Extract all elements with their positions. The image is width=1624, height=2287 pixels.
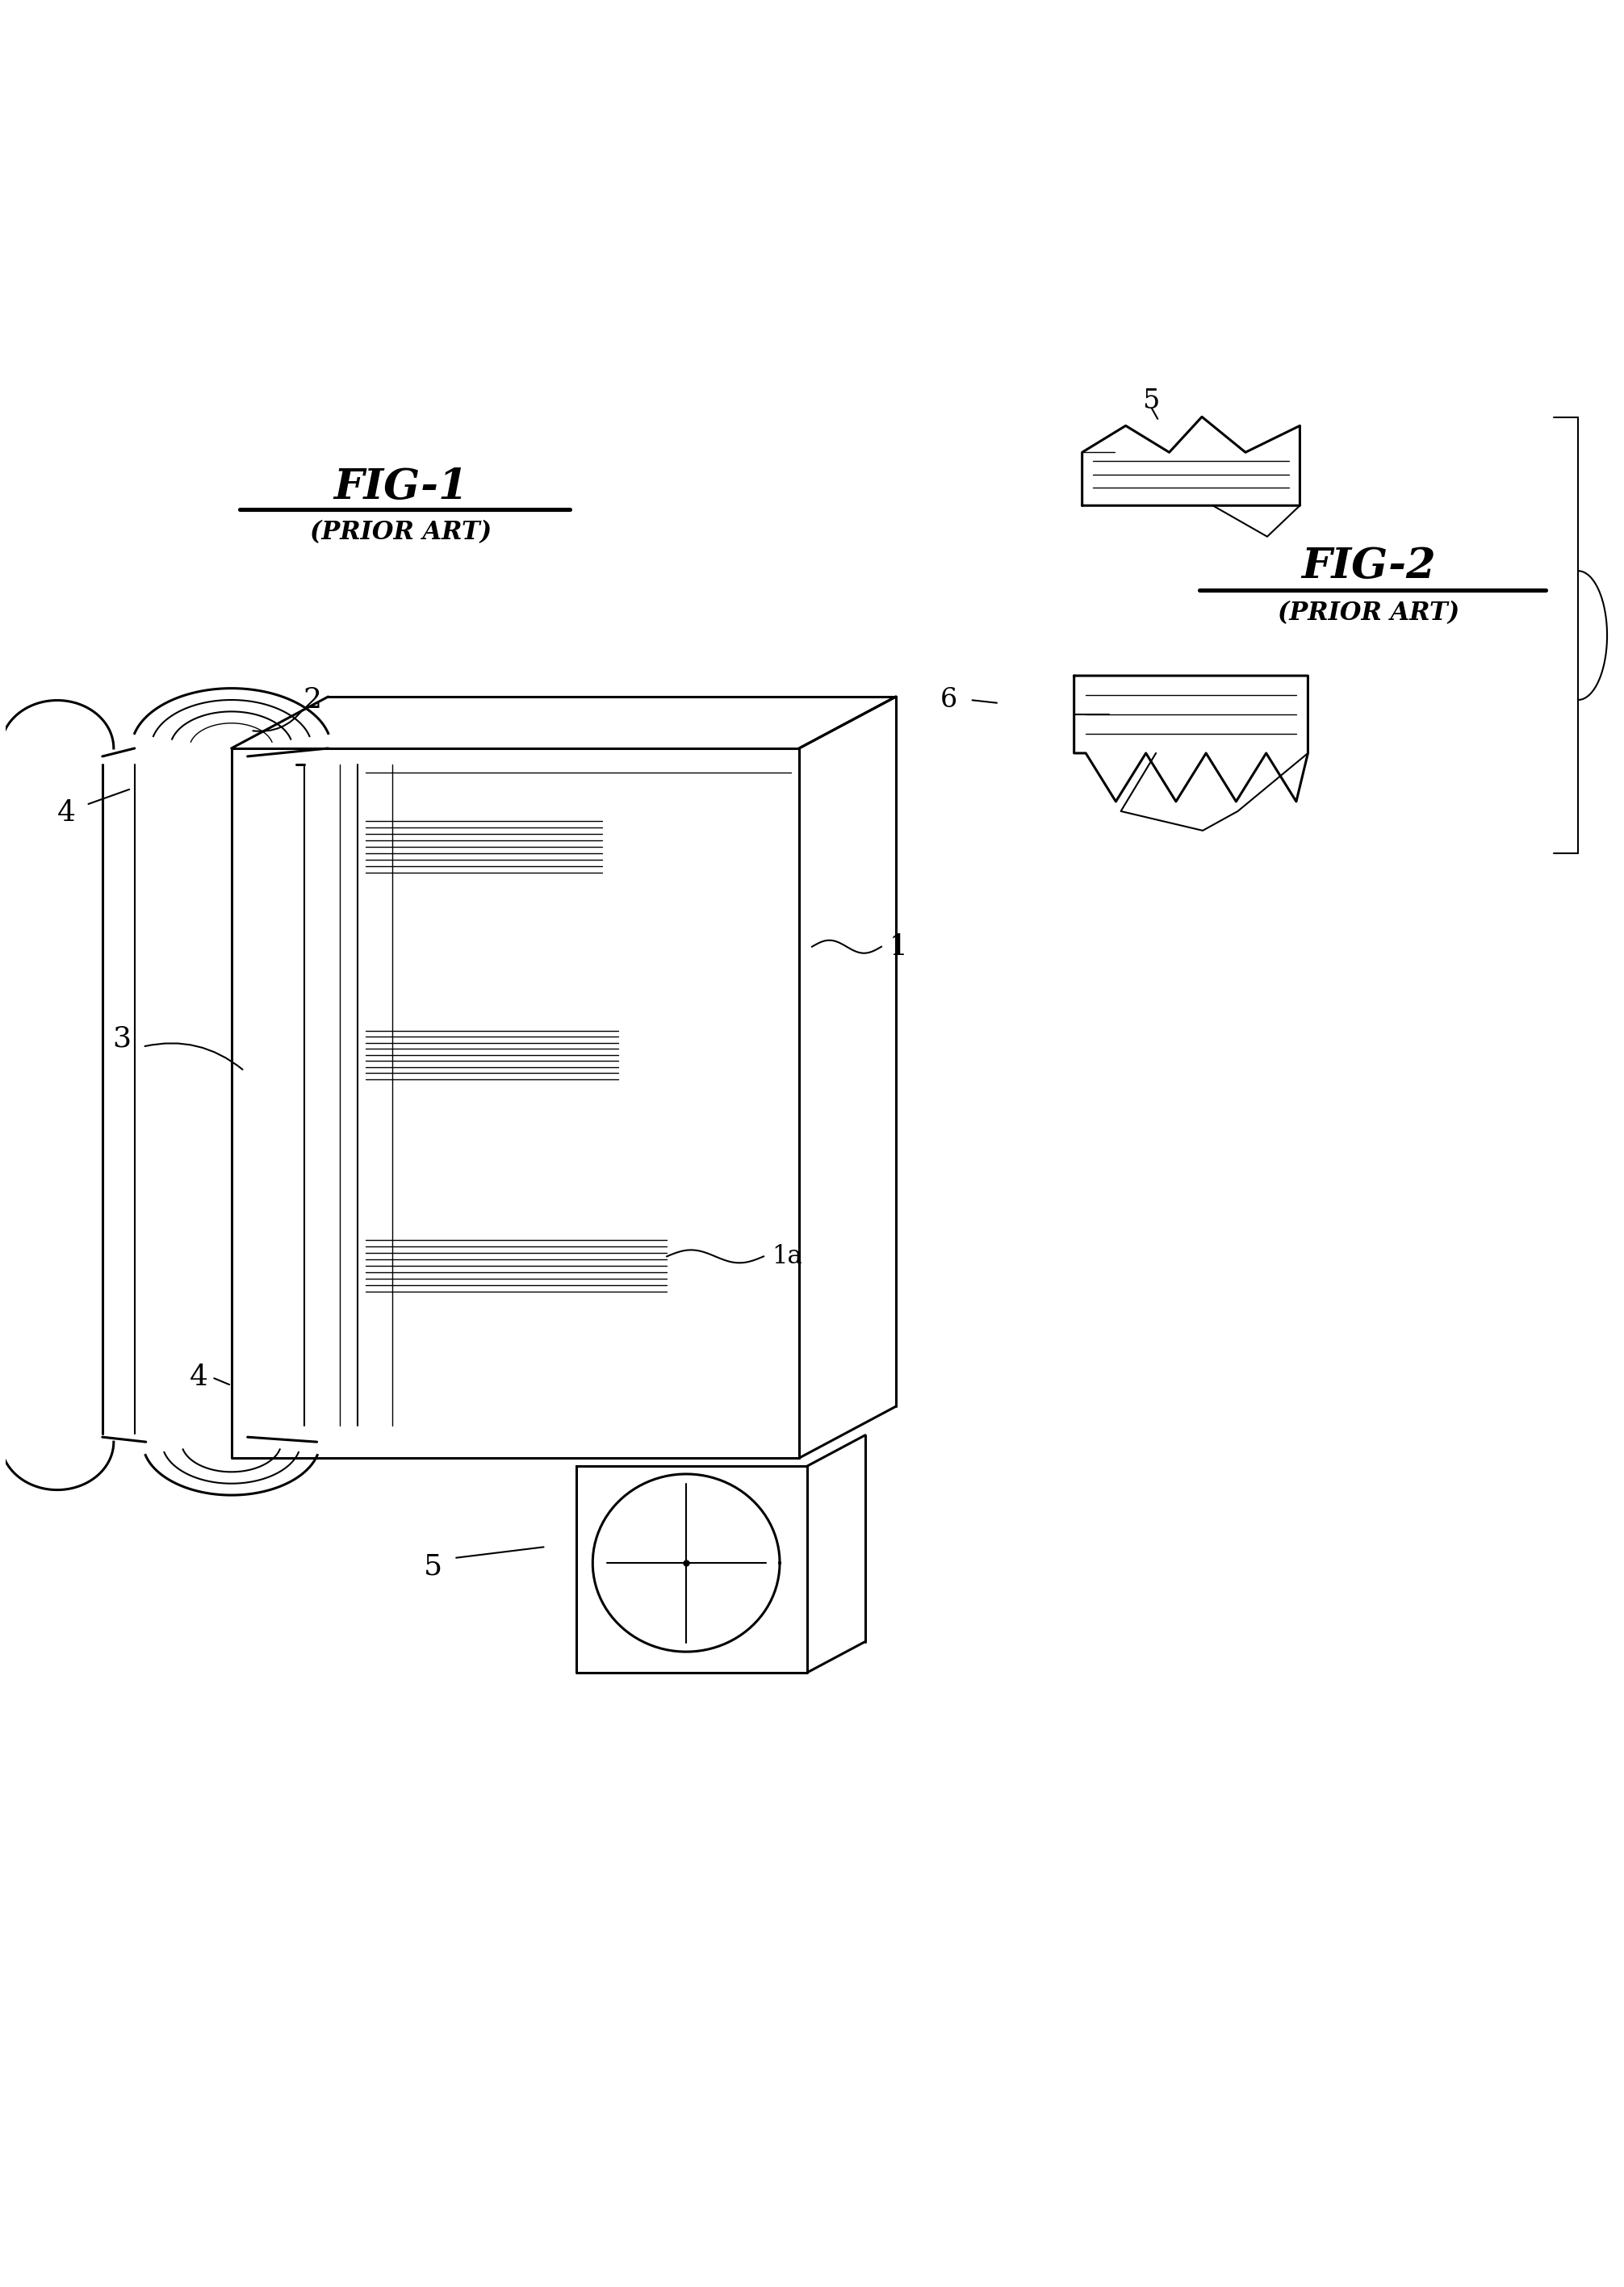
Text: (PRIOR ART): (PRIOR ART) [310, 519, 492, 544]
Text: 5: 5 [1142, 389, 1160, 414]
Text: 6: 6 [940, 686, 958, 714]
Text: 1: 1 [890, 933, 908, 961]
Text: 2: 2 [302, 686, 322, 714]
Text: 4: 4 [57, 798, 76, 826]
Text: 4: 4 [190, 1363, 208, 1390]
Text: 3: 3 [112, 1025, 132, 1052]
Text: FIG-2: FIG-2 [1301, 547, 1436, 588]
Text: 5: 5 [424, 1553, 442, 1580]
Text: 1a: 1a [771, 1244, 802, 1269]
Text: FIG-1: FIG-1 [333, 467, 468, 508]
Text: (PRIOR ART): (PRIOR ART) [1278, 599, 1460, 624]
